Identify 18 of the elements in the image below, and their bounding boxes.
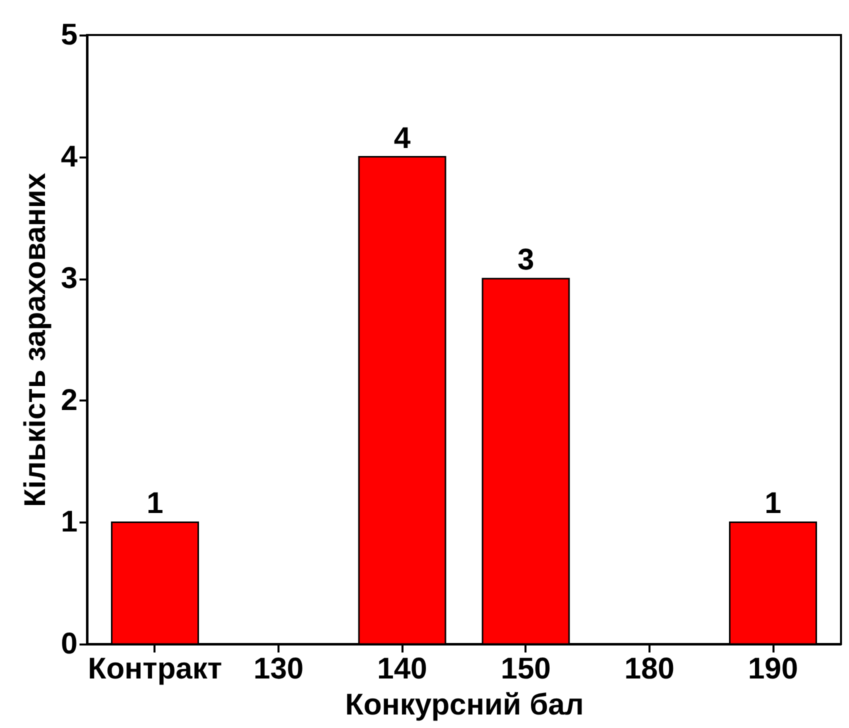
y-axis-title: Кількість зарахованих	[18, 172, 52, 508]
x-tick-label: 180	[624, 652, 674, 686]
y-tick-label: 5	[60, 18, 78, 52]
data-label: 1	[146, 487, 164, 520]
y-tick-label: 3	[60, 262, 78, 296]
y-tick-label: 1	[60, 506, 78, 539]
y-tick-label: 2	[60, 384, 78, 417]
x-axis-title: Конкурсний бал	[345, 688, 584, 722]
data-label: 1	[764, 487, 782, 520]
y-tick-label: 4	[60, 140, 78, 174]
data-label: 4	[394, 122, 411, 155]
x-tick-label: 140	[377, 652, 428, 686]
x-tick-label: 190	[748, 652, 798, 686]
x-tick-label: 150	[500, 652, 551, 686]
y-tick-label: 0	[60, 628, 78, 660]
data-label: 3	[517, 244, 534, 277]
x-tick-label: Контракт	[88, 652, 222, 686]
x-tick-label: 130	[254, 652, 304, 686]
